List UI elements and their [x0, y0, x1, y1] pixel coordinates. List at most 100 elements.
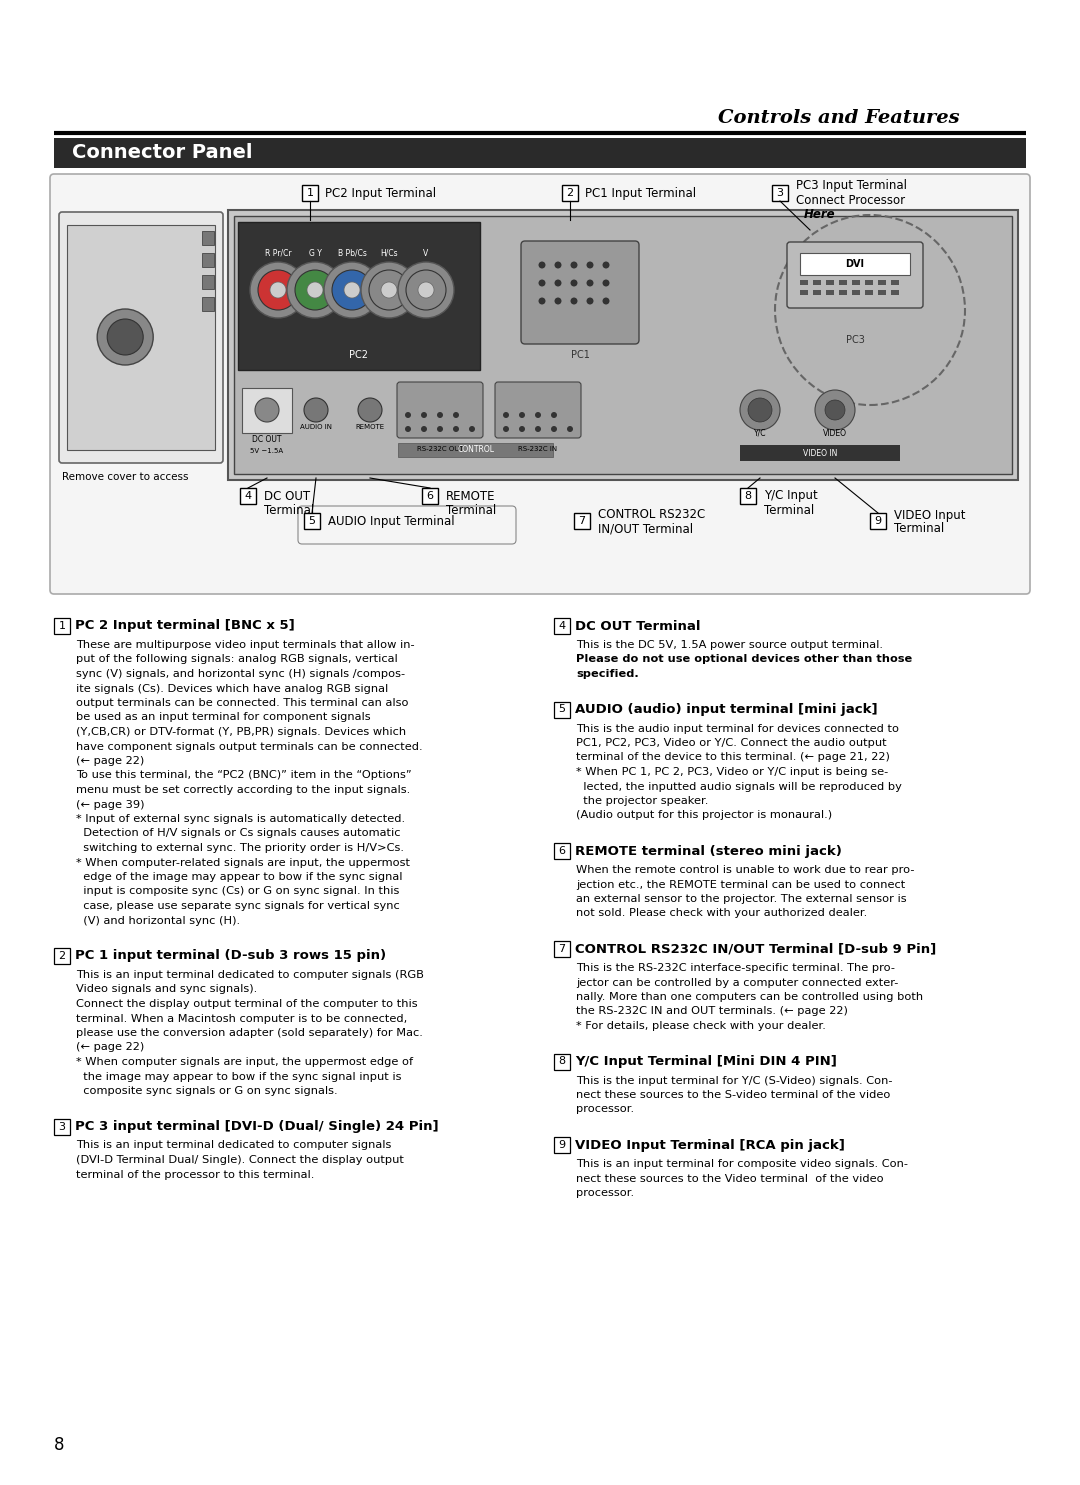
Bar	[865, 290, 873, 296]
Bar	[826, 281, 834, 285]
Text: Y/C: Y/C	[754, 429, 766, 438]
Text: DC OUT Terminal: DC OUT Terminal	[575, 619, 701, 633]
FancyBboxPatch shape	[59, 212, 222, 463]
Bar	[554, 618, 570, 634]
Circle shape	[453, 426, 459, 432]
Text: REMOTE terminal (stereo mini jack): REMOTE terminal (stereo mini jack)	[575, 845, 842, 857]
Circle shape	[287, 261, 343, 318]
Text: edge of the image may appear to bow if the sync signal: edge of the image may appear to bow if t…	[76, 872, 403, 882]
Text: 1: 1	[307, 189, 313, 198]
Bar	[303, 512, 320, 529]
Text: PC3 Input Terminal: PC3 Input Terminal	[796, 180, 907, 193]
Circle shape	[399, 261, 454, 318]
Text: AUDIO Input Terminal: AUDIO Input Terminal	[328, 514, 455, 527]
Text: 3: 3	[58, 1121, 66, 1132]
Bar	[891, 290, 899, 296]
Circle shape	[570, 297, 578, 304]
Bar	[852, 281, 860, 285]
Text: case, please use separate sync signals for vertical sync: case, please use separate sync signals f…	[76, 901, 400, 910]
Text: please use the conversion adapter (sold separately) for Mac.: please use the conversion adapter (sold …	[76, 1028, 423, 1038]
Bar	[800, 281, 808, 285]
Text: RS-232C IN: RS-232C IN	[518, 446, 557, 451]
Circle shape	[815, 391, 855, 431]
Bar	[302, 186, 318, 200]
Text: * When computer-related signals are input, the uppermost: * When computer-related signals are inpu…	[76, 857, 410, 867]
Circle shape	[405, 411, 411, 417]
Text: Connect the display output terminal of the computer to this: Connect the display output terminal of t…	[76, 999, 418, 1008]
Text: not sold. Please check with your authorized dealer.: not sold. Please check with your authori…	[576, 909, 867, 919]
Text: G Y: G Y	[309, 249, 322, 258]
Circle shape	[519, 411, 525, 417]
Bar	[772, 186, 788, 200]
Text: put of the following signals: analog RGB signals, vertical: put of the following signals: analog RGB…	[76, 655, 397, 664]
Circle shape	[554, 261, 562, 269]
Text: This is an input terminal dedicated to computer signals (RGB: This is an input terminal dedicated to c…	[76, 970, 423, 980]
Circle shape	[503, 411, 509, 417]
Circle shape	[551, 411, 557, 417]
Text: Detection of H/V signals or Cs signals causes automatic: Detection of H/V signals or Cs signals c…	[76, 829, 401, 839]
Text: an external sensor to the projector. The external sensor is: an external sensor to the projector. The…	[576, 894, 906, 904]
Text: Remove cover to access: Remove cover to access	[62, 472, 189, 483]
Text: the image may appear to bow if the sync signal input is: the image may appear to bow if the sync …	[76, 1072, 402, 1081]
Text: PC3: PC3	[846, 336, 864, 345]
Text: 8: 8	[54, 1436, 65, 1454]
Bar	[54, 138, 1026, 168]
Circle shape	[551, 426, 557, 432]
Text: 2: 2	[566, 189, 573, 198]
Circle shape	[307, 282, 323, 298]
Circle shape	[270, 282, 286, 298]
Bar	[202, 297, 214, 310]
Circle shape	[421, 411, 427, 417]
Text: 2: 2	[58, 950, 66, 961]
Circle shape	[418, 282, 434, 298]
Text: composite sync signals or G on sync signals.: composite sync signals or G on sync sign…	[76, 1086, 338, 1096]
Text: menu must be set correctly according to the input signals.: menu must be set correctly according to …	[76, 786, 410, 794]
Bar	[826, 290, 834, 296]
Text: AUDIO (audio) input terminal [mini jack]: AUDIO (audio) input terminal [mini jack]	[575, 702, 878, 716]
Text: This is an input terminal dedicated to computer signals: This is an input terminal dedicated to c…	[76, 1140, 391, 1151]
Circle shape	[249, 261, 306, 318]
Circle shape	[603, 279, 609, 287]
Text: CONTROL: CONTROL	[458, 446, 495, 454]
Text: 1: 1	[58, 621, 66, 631]
Bar	[202, 275, 214, 290]
Text: have component signals output terminals can be connected.: have component signals output terminals …	[76, 741, 422, 751]
Bar	[865, 281, 873, 285]
Text: This is an input terminal for composite video signals. Con-: This is an input terminal for composite …	[576, 1158, 908, 1169]
Bar	[554, 843, 570, 858]
Bar	[800, 290, 808, 296]
Bar	[891, 281, 899, 285]
Text: terminal of the processor to this terminal.: terminal of the processor to this termin…	[76, 1170, 314, 1179]
Bar	[554, 701, 570, 717]
Text: * Input of external sync signals is automatically detected.: * Input of external sync signals is auto…	[76, 814, 405, 824]
Text: To use this terminal, the “PC2 (BNC)” item in the “Options”: To use this terminal, the “PC2 (BNC)” it…	[76, 771, 411, 781]
Text: This is the RS-232C interface-specific terminal. The pro-: This is the RS-232C interface-specific t…	[576, 962, 895, 973]
Circle shape	[469, 426, 475, 432]
Circle shape	[258, 270, 298, 310]
Text: When the remote control is unable to work due to rear pro-: When the remote control is unable to wor…	[576, 864, 915, 875]
Text: PC 1 input terminal (D-sub 3 rows 15 pin): PC 1 input terminal (D-sub 3 rows 15 pin…	[75, 949, 387, 962]
Text: VIDEO: VIDEO	[823, 429, 847, 438]
Circle shape	[503, 426, 509, 432]
Text: 9: 9	[875, 515, 881, 526]
Circle shape	[567, 426, 573, 432]
FancyBboxPatch shape	[521, 241, 639, 345]
Circle shape	[332, 270, 372, 310]
Circle shape	[421, 426, 427, 432]
Bar	[554, 1138, 570, 1152]
Bar	[878, 290, 886, 296]
Text: terminal. When a Macintosh computer is to be connected,: terminal. When a Macintosh computer is t…	[76, 1013, 407, 1023]
Text: Terminal: Terminal	[446, 503, 496, 517]
Text: Video signals and sync signals).: Video signals and sync signals).	[76, 985, 257, 995]
Text: (← page 22): (← page 22)	[76, 756, 145, 766]
Circle shape	[324, 261, 380, 318]
Circle shape	[825, 399, 845, 420]
Text: the projector speaker.: the projector speaker.	[576, 796, 708, 806]
Circle shape	[570, 279, 578, 287]
Text: R Pr/Cr: R Pr/Cr	[265, 249, 292, 258]
Text: IN/OUT Terminal: IN/OUT Terminal	[598, 523, 693, 536]
Text: DC OUT: DC OUT	[264, 490, 310, 502]
Text: REMOTE: REMOTE	[446, 490, 496, 502]
Text: 6: 6	[558, 846, 566, 855]
Text: 4: 4	[558, 621, 566, 631]
